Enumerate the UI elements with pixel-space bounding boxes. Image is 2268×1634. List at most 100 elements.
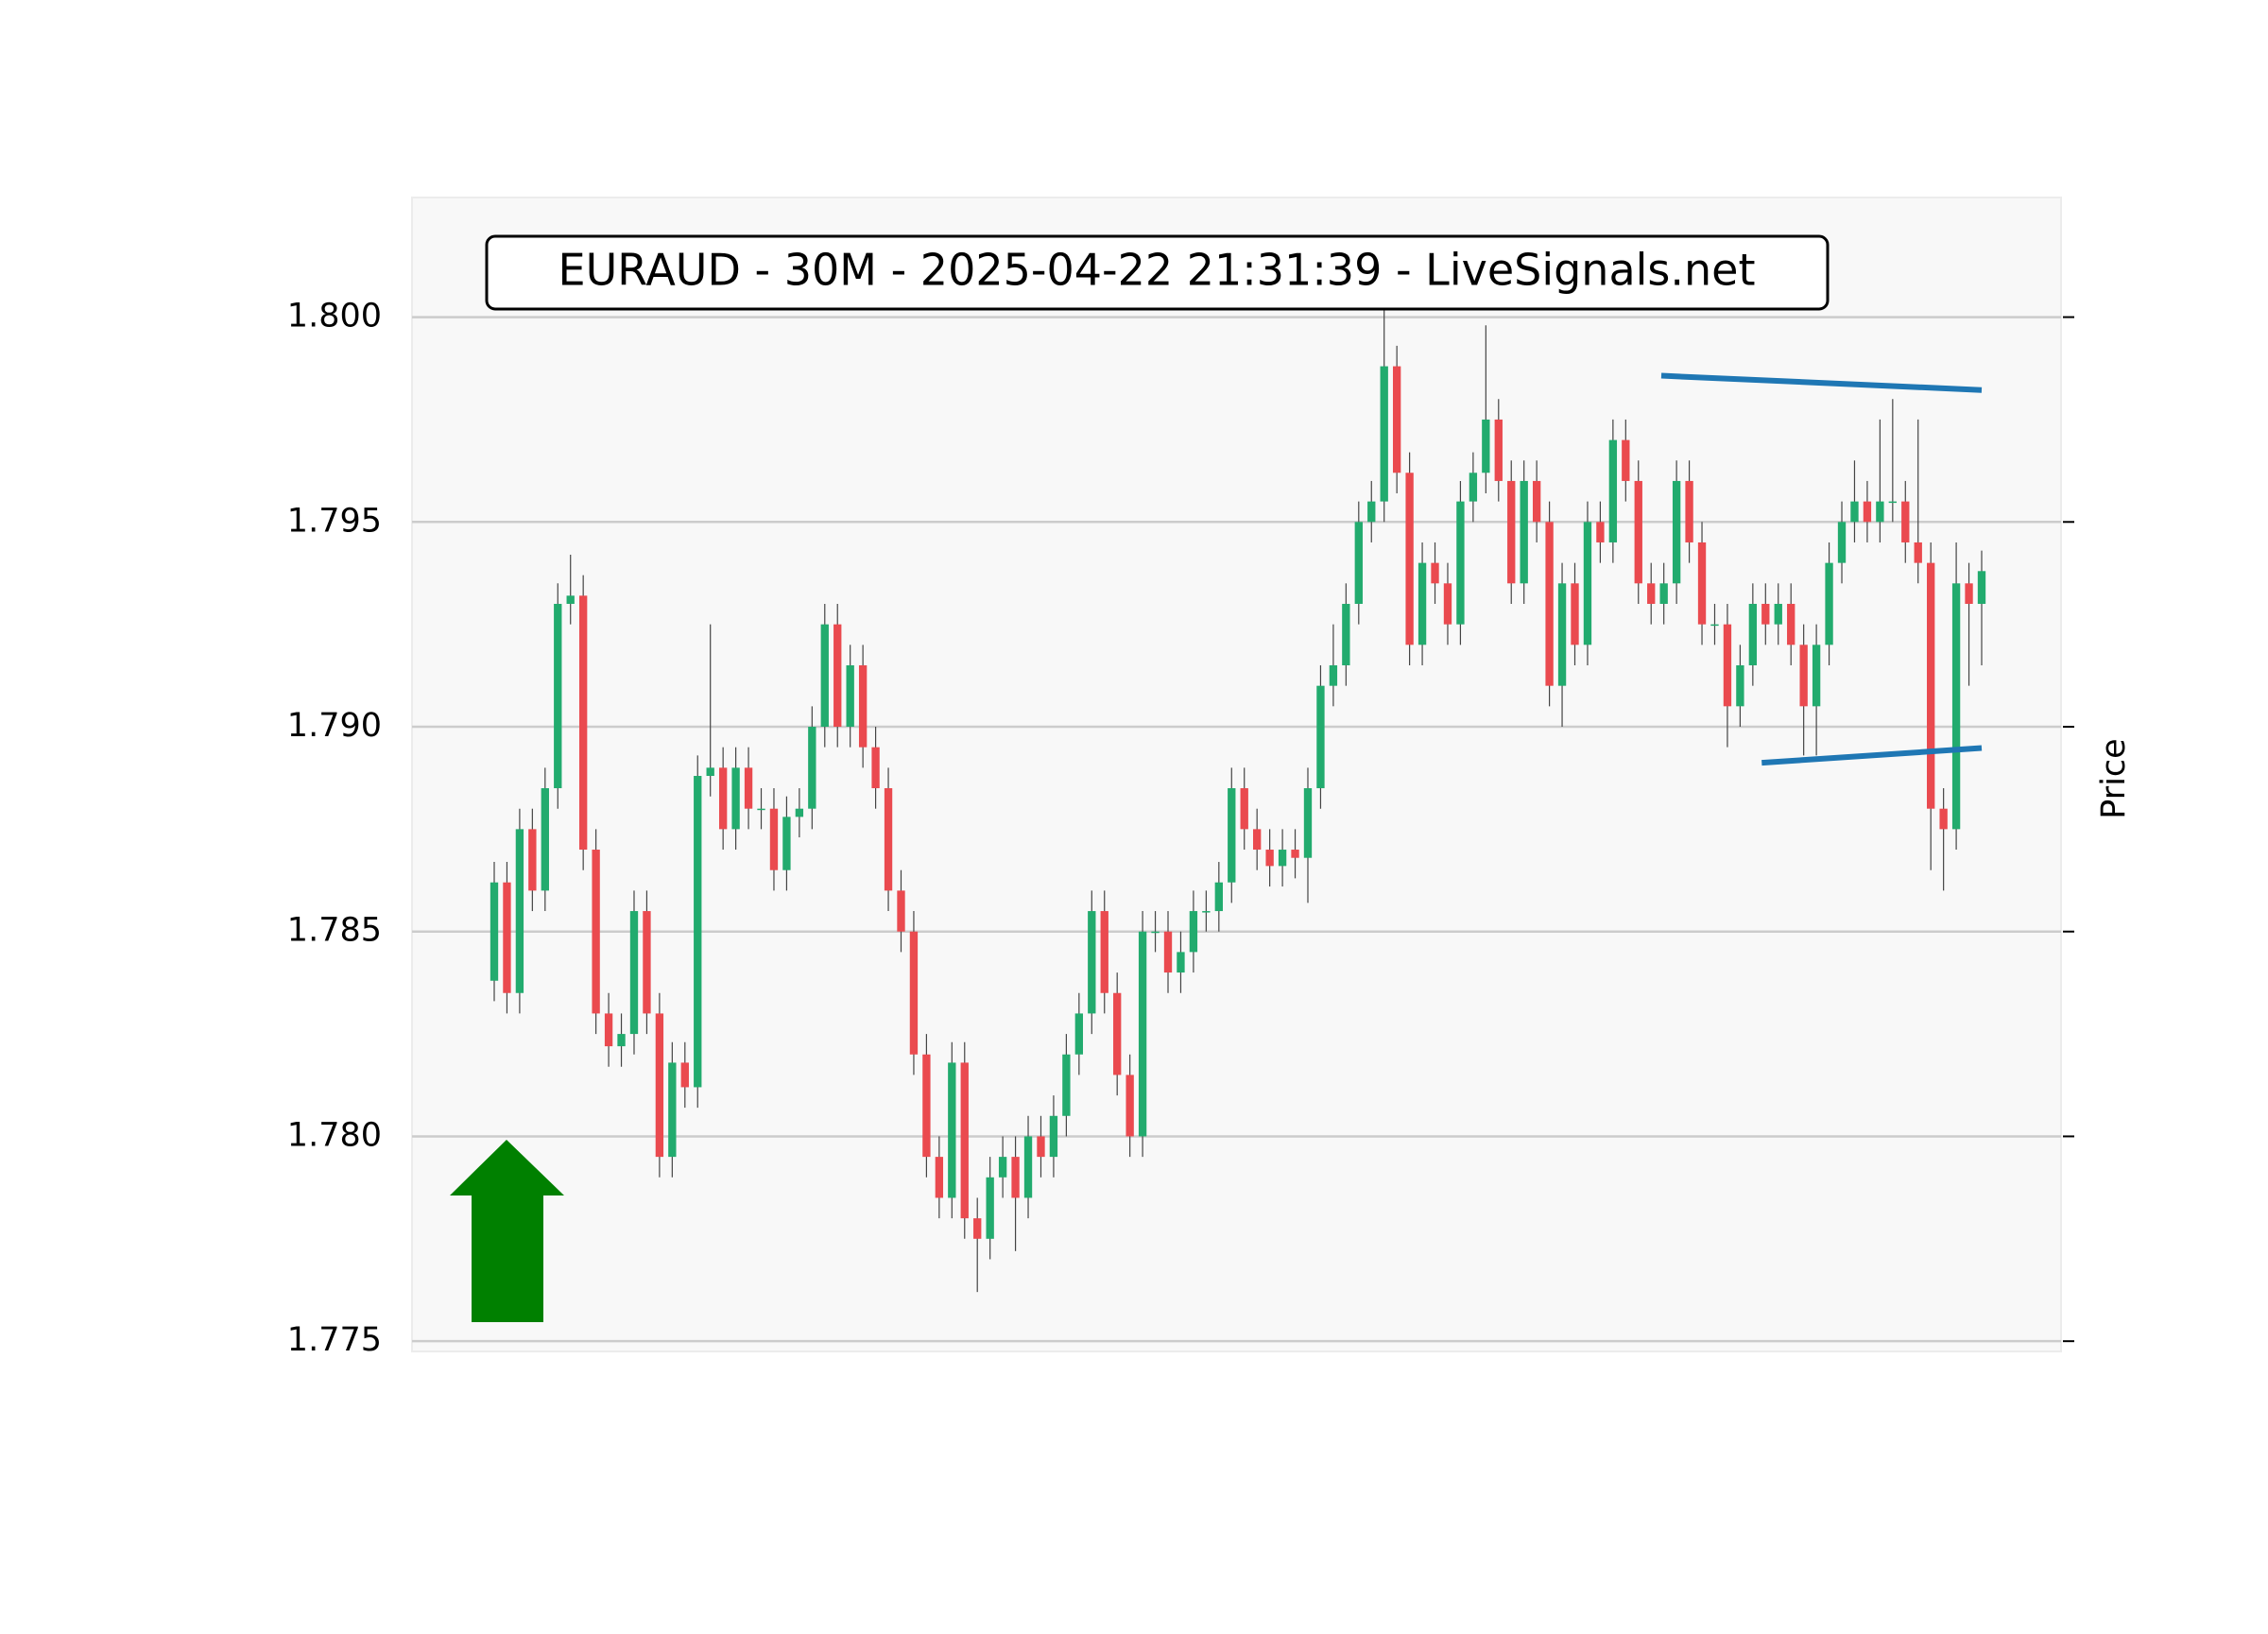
candle-body <box>592 850 600 1014</box>
candles <box>490 296 1986 1293</box>
candle-body <box>833 624 842 728</box>
candle-body <box>1571 583 1579 645</box>
candle-body <box>1265 850 1274 867</box>
candle-body <box>757 808 765 811</box>
candle-body <box>1125 1075 1134 1137</box>
plot-area <box>411 197 2062 1352</box>
candle-body <box>1876 501 1884 523</box>
candle-body <box>1520 480 1528 584</box>
candle-body <box>1507 480 1516 584</box>
candle-body <box>1647 583 1656 604</box>
candle-body <box>795 808 804 817</box>
candle-body <box>1202 911 1211 913</box>
candle-body <box>1278 850 1287 867</box>
candle-body <box>1011 1157 1020 1198</box>
y-tick-label: 1.775 <box>287 1321 382 1359</box>
candle-body <box>935 1157 944 1198</box>
trendline <box>1761 745 1983 766</box>
candle-body <box>884 788 893 891</box>
candle-body <box>731 767 740 830</box>
candle-body <box>1951 583 1961 830</box>
candle-body <box>1214 882 1223 912</box>
candle-body <box>973 1218 982 1239</box>
candle-body <box>503 882 511 993</box>
candle-body <box>643 911 651 1014</box>
candle-body <box>1685 480 1693 542</box>
candle-body <box>694 776 702 1088</box>
candle-body <box>1812 645 1821 707</box>
candle-body <box>1901 501 1910 542</box>
candle-body <box>986 1177 994 1239</box>
candle-body <box>1138 931 1147 1137</box>
candle-body <box>1303 788 1313 858</box>
candle-body <box>1977 571 1986 604</box>
candle-body <box>1291 850 1299 858</box>
candle-body <box>1342 603 1350 665</box>
candle-body <box>769 808 779 870</box>
candle-body <box>541 788 549 891</box>
candle-body <box>1888 501 1897 504</box>
candle-body <box>1354 522 1363 604</box>
candle-body <box>1545 522 1554 686</box>
candle-body <box>718 767 728 830</box>
candle-body <box>1697 542 1707 625</box>
candle-body <box>554 603 562 789</box>
candle-body <box>1622 439 1630 481</box>
candle-body <box>1316 685 1325 789</box>
candle-body <box>1253 829 1262 851</box>
candle-body <box>1329 664 1338 686</box>
candle-body <box>922 1054 931 1158</box>
candle-body <box>1927 562 1935 809</box>
candle-body <box>1062 1054 1071 1116</box>
candle-body <box>1825 562 1833 645</box>
candle-body <box>897 890 905 932</box>
candle-body <box>808 727 816 809</box>
candle-body <box>566 595 575 604</box>
candle-body <box>515 829 524 993</box>
candle-body <box>1748 603 1758 665</box>
trendline <box>1660 372 1983 393</box>
candle-body <box>528 829 537 891</box>
buy-arrow <box>450 1140 564 1322</box>
candle-body <box>655 1013 664 1158</box>
candle-body <box>1863 501 1872 523</box>
candle-body <box>1100 911 1108 993</box>
candle-body <box>1761 603 1770 625</box>
candle-body <box>1608 439 1618 542</box>
candle-body <box>846 664 854 728</box>
candle-body <box>1774 603 1782 625</box>
candle-body <box>1482 419 1490 473</box>
candle-body <box>1189 911 1198 953</box>
candle-body <box>948 1062 956 1198</box>
candle-body <box>744 767 753 809</box>
y-tick-label: 1.790 <box>287 707 382 745</box>
candle-body <box>617 1034 626 1047</box>
candle-body <box>1469 473 1478 502</box>
candle-body <box>629 911 639 1035</box>
grid: 1.775 1.780 1.785 1.790 1.795 1.800 <box>287 298 2074 1359</box>
candle-body <box>960 1062 969 1219</box>
y-tick-label: 1.795 <box>287 502 382 540</box>
y-tick-label: 1.785 <box>287 912 382 950</box>
candle-body <box>1418 562 1427 645</box>
candle-body <box>1914 542 1922 563</box>
candle-body <box>1710 624 1719 627</box>
candle-body <box>1151 931 1160 934</box>
candle-body <box>1367 501 1376 523</box>
candle-body <box>1113 992 1122 1075</box>
candle-body <box>1583 522 1592 645</box>
candle-body <box>1049 1115 1058 1158</box>
candle-body <box>668 1062 677 1158</box>
candle-body <box>1228 788 1236 883</box>
candle-body <box>604 1013 613 1047</box>
candle-body <box>1240 788 1248 830</box>
candle-body <box>820 624 829 728</box>
chart-title: EURAUD - 30M - 2025-04-22 21:31:39 - Liv… <box>558 245 1756 296</box>
candle-body <box>1736 664 1744 707</box>
candle-body <box>1494 419 1503 481</box>
trendlines <box>1660 372 1983 766</box>
candle-body <box>1532 480 1541 523</box>
candle-body <box>1799 645 1808 707</box>
